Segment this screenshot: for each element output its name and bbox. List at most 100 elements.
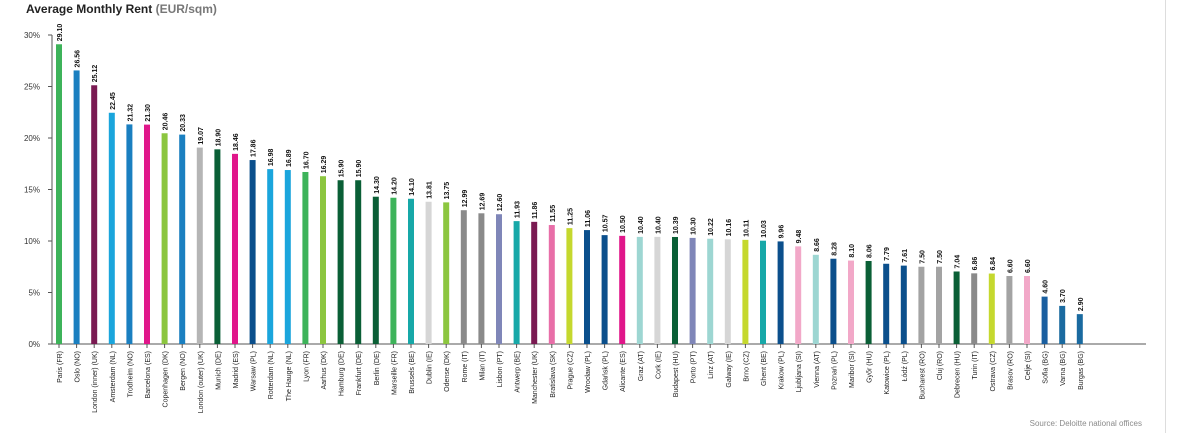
bar-value-label: 10.16	[726, 219, 733, 237]
y-tick-label: 0%	[28, 340, 40, 349]
bar-value-label: 7.04	[955, 255, 962, 269]
bar	[830, 258, 837, 344]
bar-value-label: 8.10	[849, 244, 856, 258]
x-tick-label: Katowice (PL)	[884, 351, 891, 395]
bar-value-label: 18.46	[233, 133, 240, 151]
bar-value-label: 10.11	[743, 220, 750, 237]
bar-value-label: 6.60	[1025, 259, 1032, 273]
bar	[918, 266, 925, 344]
x-tick-label: Bratislava (SK)	[550, 351, 557, 398]
x-tick-label: Copenhagen (DK)	[163, 351, 170, 407]
x-tick-label: Oslo (NO)	[75, 351, 82, 383]
x-tick-label: Munich (DE)	[215, 351, 222, 390]
bar	[108, 112, 115, 344]
x-tick-label: London (outer) (UK)	[198, 351, 205, 413]
x-tick-label: Ostrava (CZ)	[990, 351, 997, 391]
bar	[584, 230, 590, 344]
bar	[337, 180, 344, 344]
y-tick-label: 10%	[24, 237, 40, 246]
bar-value-label: 14.30	[374, 176, 381, 194]
x-tick-label: Poznań (PL)	[831, 351, 838, 390]
bar	[1059, 305, 1066, 344]
bar-value-label: 7.50	[919, 250, 926, 264]
bar	[425, 201, 432, 344]
x-tick-label: Aarhus (DK)	[321, 351, 328, 390]
bar-value-label: 19.07	[198, 127, 205, 145]
y-tick-label: 25%	[24, 83, 40, 92]
bar	[460, 210, 467, 344]
bar-value-label: 8.66	[814, 238, 821, 252]
bar-value-label: 10.50	[620, 215, 627, 233]
x-tick-label: The Hauge (NL)	[286, 351, 293, 401]
x-tick-label: Antwerp (BE)	[515, 351, 522, 393]
bar	[601, 235, 608, 344]
x-tick-label: Łódź (PL)	[902, 351, 909, 381]
bar-value-label: 11.86	[532, 202, 539, 219]
bar	[267, 169, 274, 344]
bar	[1006, 276, 1013, 344]
bar	[390, 197, 397, 344]
x-tick-label: Marseille (FR)	[391, 351, 398, 395]
bar-value-label: 10.22	[708, 218, 715, 236]
x-tick-label: Celje (SI)	[1025, 351, 1032, 380]
y-tick-label: 15%	[24, 186, 40, 195]
x-tick-label: Bergen (NO)	[180, 351, 187, 391]
bar	[196, 147, 203, 344]
x-tick-label: Milan (IT)	[479, 351, 486, 381]
bar	[56, 44, 62, 345]
bar	[707, 238, 714, 344]
bar-value-label: 26.56	[75, 50, 82, 68]
x-tick-label: Paris (FR)	[57, 351, 64, 383]
bar	[953, 271, 960, 344]
bar-value-label: 8.06	[867, 244, 874, 258]
bar	[548, 225, 555, 344]
bar-value-label: 22.45	[110, 92, 117, 110]
x-tick-label: Frankfurt (DE)	[356, 351, 363, 395]
chart-title-main: Average Monthly Rent	[26, 2, 153, 16]
bar	[971, 273, 978, 344]
bar	[795, 246, 802, 344]
bar-value-label: 11.55	[550, 205, 557, 222]
bar-value-label: 16.70	[303, 151, 310, 169]
bar-value-label: 16.89	[286, 149, 293, 167]
bar-value-label: 12.99	[462, 190, 469, 208]
x-tick-label: Prague (CZ)	[567, 351, 574, 390]
bar	[1024, 276, 1030, 344]
bar	[408, 198, 414, 344]
bar-value-label: 11.06	[585, 210, 592, 227]
x-tick-label: Warsaw (PL)	[251, 351, 258, 391]
x-tick-label: Budapest (HU)	[673, 351, 680, 397]
x-tick-label: Amsterdam (NL)	[110, 351, 117, 402]
bar-value-label: 10.40	[655, 216, 662, 234]
x-tick-label: Brussels (BE)	[409, 351, 416, 394]
x-tick-label: Maribor (SI)	[849, 351, 856, 388]
x-tick-label: Wrocław (PL)	[585, 351, 592, 393]
bar-value-label: 8.28	[831, 242, 838, 256]
bar	[636, 236, 643, 344]
x-tick-label: Turin (IT)	[972, 351, 979, 380]
bar	[302, 171, 309, 344]
bar	[355, 180, 362, 344]
x-tick-label: Madrid (ES)	[233, 351, 240, 388]
bar	[179, 134, 186, 344]
x-tick-label: Linz (AT)	[708, 351, 715, 379]
x-tick-label: Debrecen (HU)	[955, 351, 962, 398]
bar	[91, 85, 98, 344]
bar	[513, 221, 520, 344]
x-tick-label: Manchester (UK)	[532, 351, 539, 404]
x-tick-label: Bucharest (RO)	[919, 351, 926, 400]
bar-value-label: 29.10	[57, 24, 64, 42]
bar	[284, 170, 291, 344]
x-tick-label: Berlin (DE)	[374, 351, 381, 385]
bar-value-label: 17.86	[251, 139, 258, 157]
bar	[619, 235, 626, 344]
x-tick-label: Graz (AT)	[638, 351, 645, 381]
bar	[883, 263, 890, 344]
bar	[478, 213, 485, 344]
bar-value-label: 25.12	[92, 65, 99, 83]
x-tick-label: Rome (IT)	[462, 351, 469, 383]
y-tick-label: 20%	[24, 134, 40, 143]
bar-value-label: 3.70	[1060, 289, 1067, 303]
bar-value-label: 4.60	[1043, 280, 1050, 294]
bar	[848, 260, 854, 344]
